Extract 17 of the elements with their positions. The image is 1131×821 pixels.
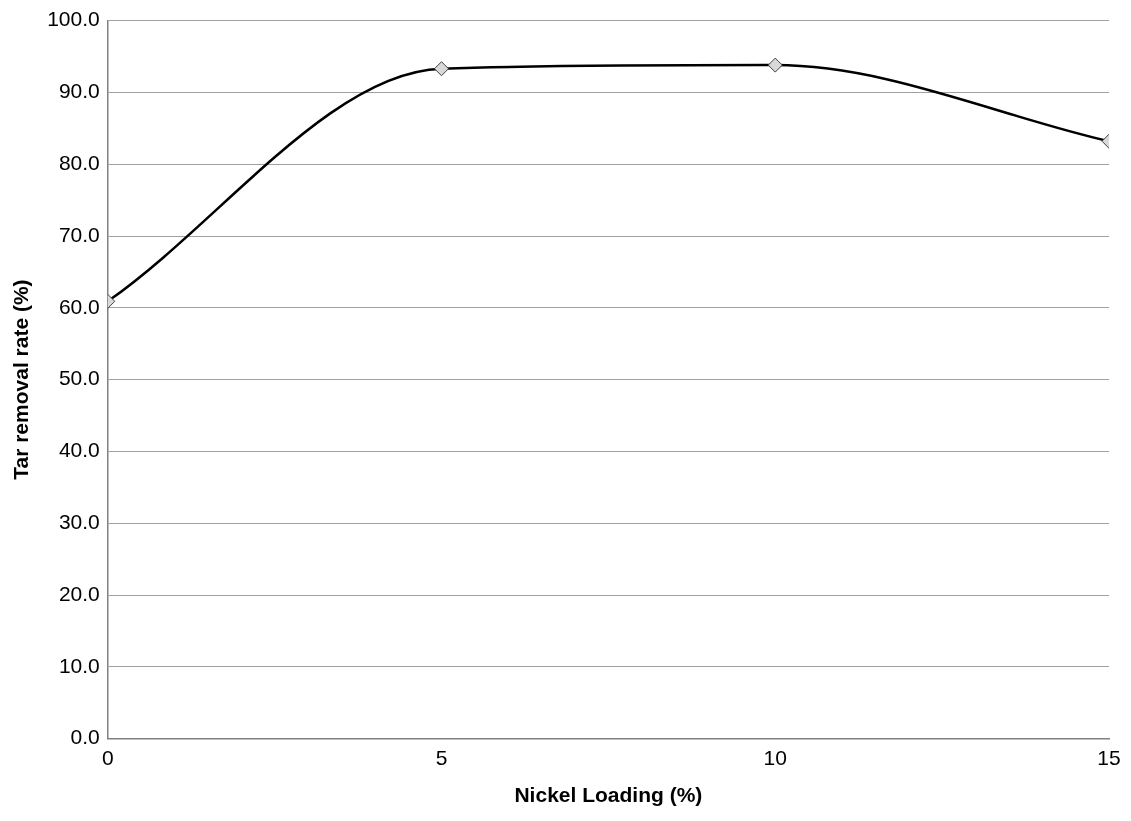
y-tick-label: 60.0 — [58, 294, 100, 318]
y-tick-label: 80.0 — [58, 151, 100, 174]
x-tick-label: 10 — [763, 746, 787, 769]
x-tick-label: 5 — [435, 746, 448, 769]
y-tick-label: 100.0 — [47, 7, 100, 31]
y-tick-label: 10.0 — [58, 653, 100, 677]
y-tick-label: 40.0 — [58, 438, 100, 462]
y-tick-label: 50.0 — [58, 366, 100, 390]
y-tick-label: 70.0 — [58, 222, 100, 246]
y-tick-label: 20.0 — [58, 581, 100, 605]
y-tick-label: 90.0 — [58, 79, 100, 103]
y-tick-label: 30.0 — [58, 510, 100, 533]
x-tick-label: 0 — [101, 746, 114, 769]
x-axis-title: Nickel Loading (%) — [514, 783, 703, 807]
y-axis-title: Tar removal rate (%) — [9, 279, 33, 480]
x-tick-label: 15 — [1097, 746, 1121, 769]
y-tick-label: 0.0 — [70, 725, 100, 749]
